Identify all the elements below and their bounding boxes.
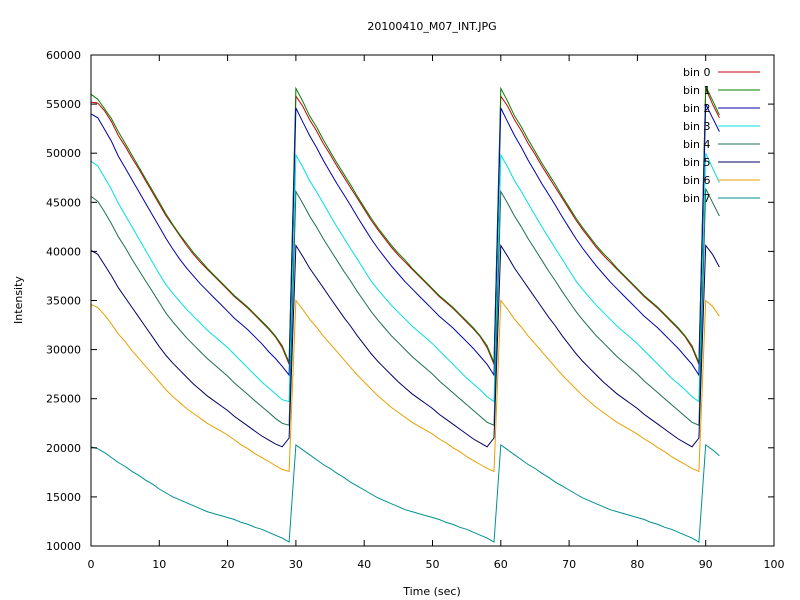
legend-label: bin 5 <box>683 156 711 169</box>
y-tick-label: 10000 <box>46 540 81 553</box>
y-tick-label: 15000 <box>46 491 81 504</box>
series-line-bin-7 <box>90 443 720 543</box>
plot-frame <box>90 54 775 547</box>
series-line-bin-2 <box>90 103 720 377</box>
series-line-bin-4 <box>90 188 720 426</box>
legend-label: bin 7 <box>683 192 711 205</box>
legend-label: bin 3 <box>683 120 711 133</box>
series-line-bin-0 <box>90 88 720 365</box>
y-tick-label: 25000 <box>46 393 81 406</box>
y-tick-label: 40000 <box>46 245 81 258</box>
chart-title: 20100410_M07_INT.JPG <box>367 20 496 33</box>
x-tick-label: 40 <box>357 558 371 571</box>
x-tick-label: 30 <box>289 558 303 571</box>
series-line-bin-3 <box>90 152 720 403</box>
legend: bin 0 bin 1 bin 2 bin 3 bin 4 bin 5 bin 6 bin 7 <box>683 66 760 205</box>
x-tick-label: 20 <box>221 558 235 571</box>
y-tick-label: 35000 <box>46 295 81 308</box>
y-tick-label: 60000 <box>46 49 81 62</box>
y-tick-label: 55000 <box>46 98 81 111</box>
x-tick-label: 60 <box>494 558 508 571</box>
y-axis-title: Intensity <box>12 276 25 324</box>
series-line-bin-5 <box>90 243 720 448</box>
x-tick-label: 0 <box>88 558 95 571</box>
y-tick-label: 20000 <box>46 442 81 455</box>
axes: 0 10 20 30 40 50 60 70 80 90 100 10000 15000 20000 250… <box>46 49 785 571</box>
x-tick-label: 80 <box>630 558 644 571</box>
x-tick-label: 100 <box>764 558 785 571</box>
legend-label: bin 1 <box>683 84 711 97</box>
legend-label: bin 6 <box>683 174 711 187</box>
series-line-bin-1 <box>90 86 720 363</box>
legend-label: bin 2 <box>683 102 711 115</box>
y-tick-label: 50000 <box>46 147 81 160</box>
legend-label: bin 0 <box>683 66 711 79</box>
y-tick-label: 30000 <box>46 344 81 357</box>
x-tick-label: 10 <box>152 558 166 571</box>
series-line-bin-6 <box>90 299 720 473</box>
x-tick-label: 90 <box>699 558 713 571</box>
x-tick-label: 50 <box>426 558 440 571</box>
y-tick-label: 45000 <box>46 196 81 209</box>
x-axis-title: Time (sec) <box>402 585 461 598</box>
legend-label: bin 4 <box>683 138 711 151</box>
plot-area <box>90 86 720 543</box>
x-tick-label: 70 <box>562 558 576 571</box>
